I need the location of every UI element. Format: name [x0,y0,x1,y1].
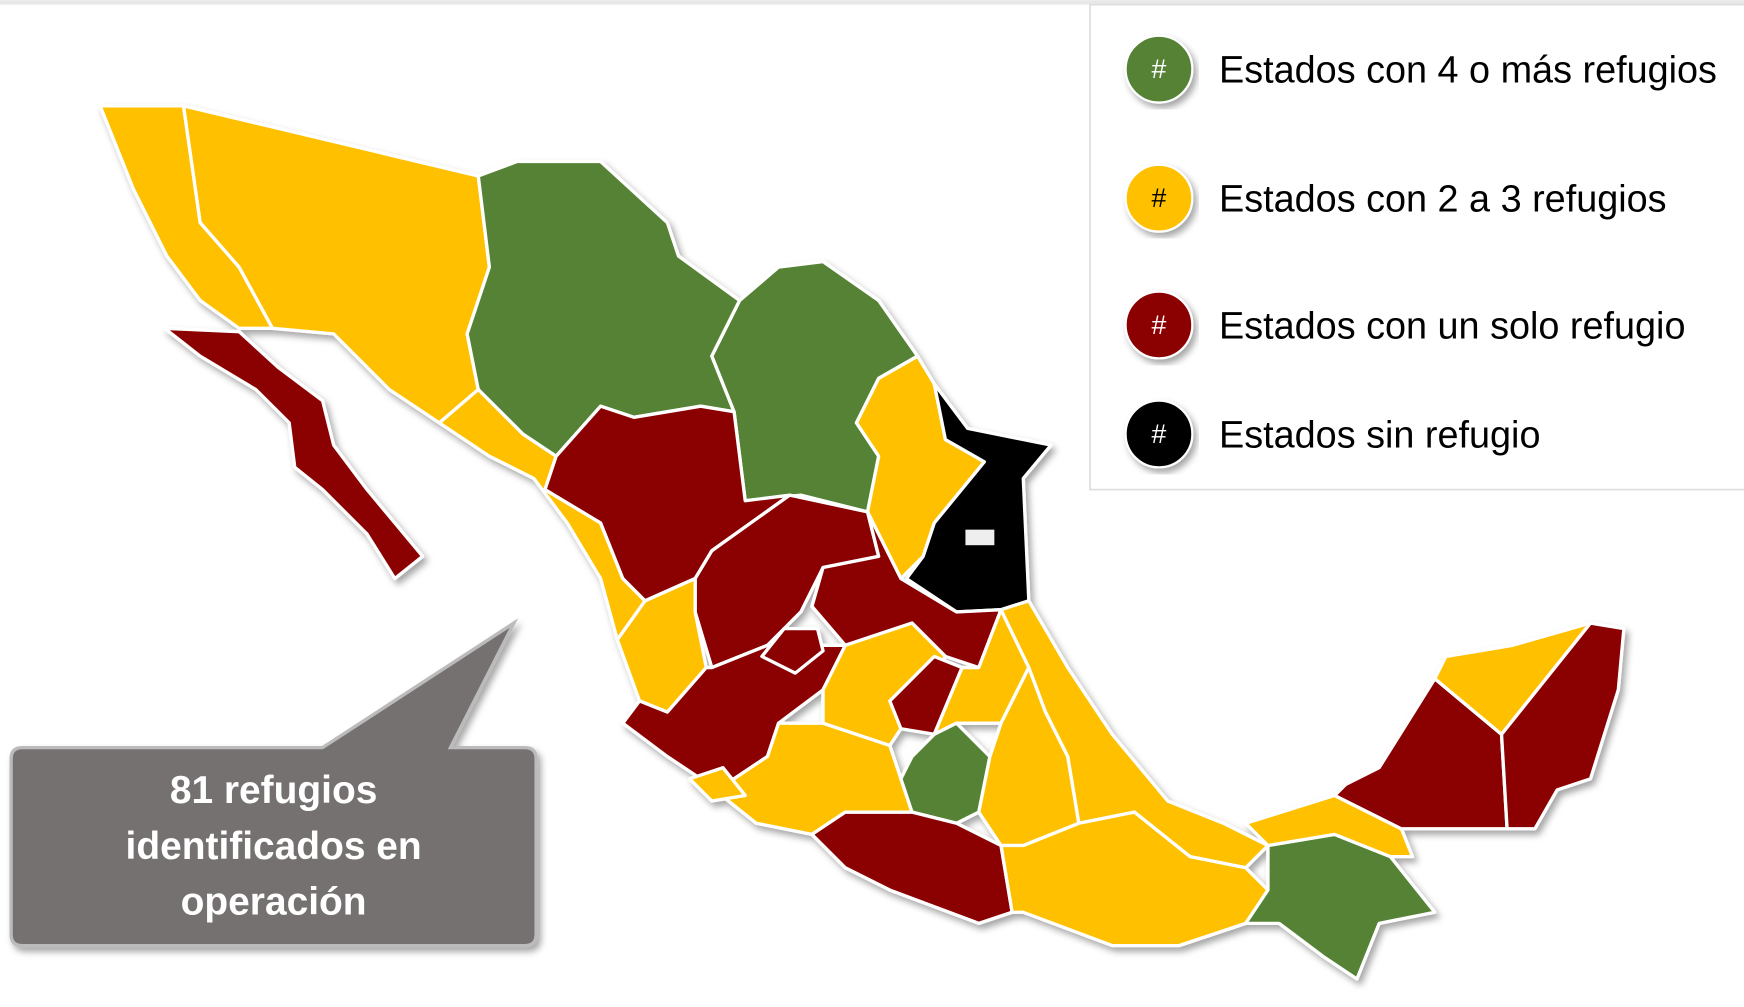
legend-swatch [1124,163,1194,233]
legend-symbol: # [1152,419,1167,449]
map-marker [965,529,995,546]
legend-label: Estados con 2 a 3 refugios [1219,179,1667,221]
mexico-map [98,104,1626,981]
quintana-roo [1499,621,1626,831]
aguascalientes [760,626,825,675]
yucatan [1433,621,1593,736]
top-strip [0,0,1744,5]
legend-swatch [1124,290,1194,360]
callout-text: identificados en [126,825,422,868]
legend: # Estados con 4 o más refugios # Estados co… [1124,34,1717,469]
callout: 81 refugios identificados en operación [126,769,422,923]
colima [687,765,747,803]
legend-label: Estados con 4 o más refugios [1219,50,1717,92]
legend-box [1089,3,1744,491]
callout-box [9,618,538,948]
legend-swatch [1124,34,1194,104]
estado-de-mexico [899,721,992,825]
michoacan [699,721,914,837]
legend-symbol: # [1152,54,1167,84]
guerrero [810,810,1014,926]
baja-california-sur [162,326,425,581]
legend-symbol: # [1152,310,1167,340]
callout-text: 81 refugios [170,769,378,812]
legend-symbol: # [1152,183,1167,213]
legend-label: Estados con un solo refugio [1219,305,1685,347]
legend-swatch [1124,399,1194,469]
callout-text: operación [181,880,367,923]
legend-label: Estados sin refugio [1219,414,1540,456]
